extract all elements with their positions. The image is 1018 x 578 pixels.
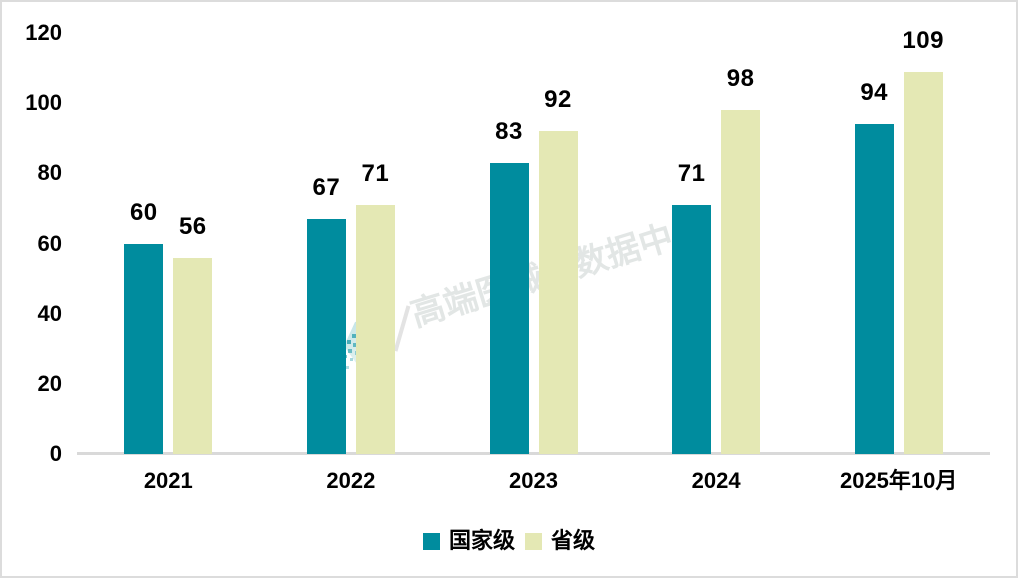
y-tick-label: 120	[25, 20, 62, 45]
legend-swatch-icon	[525, 532, 542, 550]
bar-value-label: 109	[902, 26, 944, 54]
bar-value-label: 71	[361, 159, 390, 187]
bar-国家级-2024	[672, 204, 712, 454]
bar-国家级-2022	[306, 218, 346, 454]
bar-国家级-2025年10月	[854, 124, 894, 454]
bar-省级-2021	[173, 257, 213, 454]
bar-value-label: 83	[495, 117, 523, 145]
legend-label: 省级	[551, 528, 596, 553]
y-tick-label: 20	[37, 370, 62, 396]
x-tick-label: 2025年10月	[839, 468, 958, 493]
bar-value-label: 60	[129, 198, 158, 226]
bar-省级-2022	[355, 204, 395, 454]
legend-swatch-icon	[422, 532, 440, 550]
x-axis-line	[77, 452, 990, 455]
bar-value-label: 92	[544, 86, 572, 114]
bar-value-label: 71	[677, 159, 706, 187]
bar-value-label: 67	[312, 173, 341, 201]
bar-国家级-2021	[124, 243, 164, 454]
y-tick-label: 60	[37, 230, 62, 256]
x-tick-label: 2024	[691, 468, 741, 493]
bar-value-label: 56	[178, 212, 207, 240]
bar-value-label: 98	[726, 65, 755, 93]
x-tick-label: 2023	[509, 468, 558, 493]
legend-item-省级: 省级	[525, 529, 595, 553]
bar-省级-2023	[538, 131, 578, 454]
x-tick-label: 2022	[326, 468, 376, 493]
bar-省级-2025年10月	[903, 71, 943, 454]
y-tick-label: 0	[49, 441, 62, 466]
x-tick-label: 2021	[143, 468, 193, 493]
bar-省级-2024	[721, 110, 761, 454]
y-tick-label: 100	[25, 90, 62, 116]
bar-国家级-2023	[489, 162, 529, 454]
legend: 国家级 省级	[2, 529, 1016, 553]
slash-divider	[393, 305, 411, 352]
legend-item-国家级: 国家级	[422, 528, 515, 553]
bar-value-label: 94	[860, 79, 889, 107]
legend-label: 国家级	[448, 528, 515, 553]
y-tick-label: 80	[37, 160, 62, 186]
y-tick-label: 40	[37, 300, 62, 326]
